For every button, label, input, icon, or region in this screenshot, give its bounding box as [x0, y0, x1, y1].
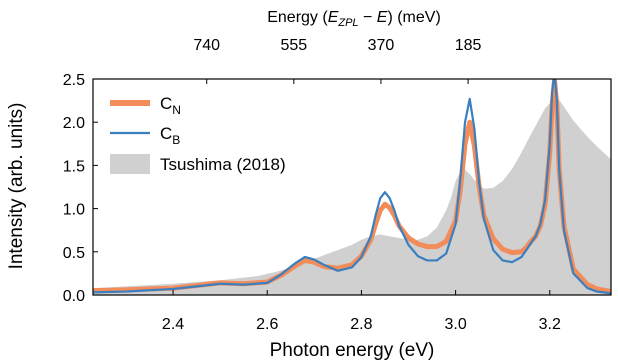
legend-label-tsushima: Tsushima (2018)	[160, 155, 286, 174]
x-tick-label-3.0: 3.0	[444, 316, 466, 333]
top-tick-label-370: 370	[368, 37, 395, 54]
y-tick-label-1.0: 1.0	[63, 202, 85, 219]
x-tick-label-3.2: 3.2	[539, 316, 561, 333]
legend-label-cb-main: C	[160, 124, 172, 143]
y-tick-label-0.0: 0.0	[63, 288, 85, 305]
plot-frame	[92, 78, 612, 296]
series-line-c-b	[93, 79, 611, 295]
x-tick-label-2.8: 2.8	[350, 316, 372, 333]
x-tick-label-2.6: 2.6	[256, 316, 278, 333]
legend-swatch-tsushima	[110, 154, 150, 174]
top-axis-title-e2: E	[377, 9, 388, 26]
top-axis-title-suffix: ) (meV)	[387, 9, 440, 26]
y-tick-label-1.5: 1.5	[63, 158, 85, 175]
top-axis-title-prefix: Energy (	[267, 9, 328, 26]
y-tick-label-2.0: 2.0	[63, 115, 85, 132]
top-axis-title: Energy (EZPL − E) (meV)	[267, 9, 441, 29]
top-tick-label-185: 185	[455, 37, 482, 54]
legend-label-cn: CN	[160, 94, 181, 117]
top-tick-label-740: 740	[193, 37, 220, 54]
top-axis-title-sub: ZPL	[337, 17, 358, 29]
legend-label-cn-sub: N	[172, 103, 181, 117]
line-layer	[93, 79, 611, 295]
top-axis-title-e: E	[328, 9, 339, 26]
y-ticks: 0.0 0.5 1.0 1.5 2.0 2.5	[63, 72, 98, 305]
y-tick-label-2.5: 2.5	[63, 72, 85, 89]
series-area-tsushima-2018	[93, 98, 611, 295]
area-layer	[93, 98, 611, 295]
x-axis-label: Photon energy (eV)	[270, 340, 435, 361]
legend-label-cb-sub: B	[172, 133, 180, 147]
legend-label-cb: CB	[160, 124, 180, 147]
y-tick-label-0.5: 0.5	[63, 245, 85, 262]
svg-text:Energy (EZPL − E) (meV): Energy (EZPL − E) (meV)	[267, 9, 441, 29]
top-tick-label-555: 555	[280, 37, 307, 54]
top-ticks: 740 555 370 185	[193, 37, 482, 84]
legend-label-cn-main: C	[160, 94, 172, 113]
x-tick-label-2.4: 2.4	[162, 316, 184, 333]
top-axis-title-minus: −	[359, 9, 377, 26]
x-ticks: 2.4 2.6 2.8 3.0 3.2	[162, 290, 561, 333]
legend: CN CB Tsushima (2018)	[110, 94, 286, 174]
y-axis-label: Intensity (arb. units)	[6, 103, 27, 270]
